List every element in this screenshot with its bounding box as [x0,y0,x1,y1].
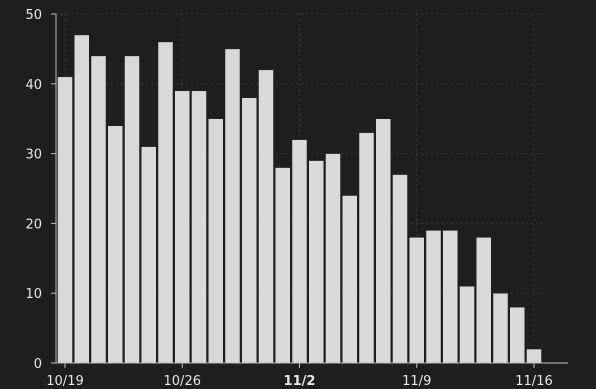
axes [51,13,568,368]
bar-2023-11-06 [358,132,375,364]
bar-2023-10-25 [157,41,174,364]
x-tick-label-10/26: 10/26 [164,374,201,389]
bars [57,34,542,364]
bar-2023-11-12 [459,285,475,364]
bar-2023-10-24 [141,146,157,364]
bar-2023-11-07 [375,118,391,364]
tick-labels: 0 10 20 30 40 50 10/19 10/26 11/2 11/9 11/16 [25,8,552,389]
bar-2023-10-19 [57,76,73,364]
bar-2023-11-15 [509,306,525,364]
bar-2023-11-16 [526,348,542,364]
bar-2023-11-13 [476,237,492,364]
y-tick-label-0: 0 [34,357,42,372]
bar-2023-10-22 [107,125,123,364]
bar-2023-10-23 [124,55,140,364]
x-tick-label-10/19: 10/19 [46,374,83,389]
x-tick-label-11/2: 11/2 [284,374,316,389]
bar-2023-10-20 [74,34,90,364]
y-tick-label-50: 50 [25,8,42,23]
y-tick-label-20: 20 [25,217,42,232]
bar-2023-10-26 [174,90,190,364]
bar-2023-11-09 [409,237,425,364]
y-tick-label-30: 30 [25,148,42,163]
bar-2023-10-27 [191,90,207,364]
bar-2023-11-05 [342,195,358,364]
bar-2023-11-04 [325,153,341,364]
bar-2023-11-11 [442,230,458,364]
bar-2023-11-03 [308,160,324,364]
bar-2023-10-29 [224,48,241,364]
bar-2023-11-14 [492,292,509,364]
x-tick-label-11/16: 11/16 [515,374,552,389]
y-tick-label-40: 40 [25,78,42,93]
bar-2023-10-28 [208,118,224,364]
bar-2023-10-31 [258,69,274,364]
bar-2023-11-02 [291,139,308,364]
bar-2023-11-10 [425,230,442,364]
bar-2023-11-01 [275,167,291,364]
y-tick-label-10: 10 [25,287,42,302]
bar-2023-11-08 [392,174,408,364]
x-tick-label-11/9: 11/9 [402,374,431,389]
bar-2023-10-30 [241,97,257,364]
bar-2023-10-21 [90,55,107,364]
